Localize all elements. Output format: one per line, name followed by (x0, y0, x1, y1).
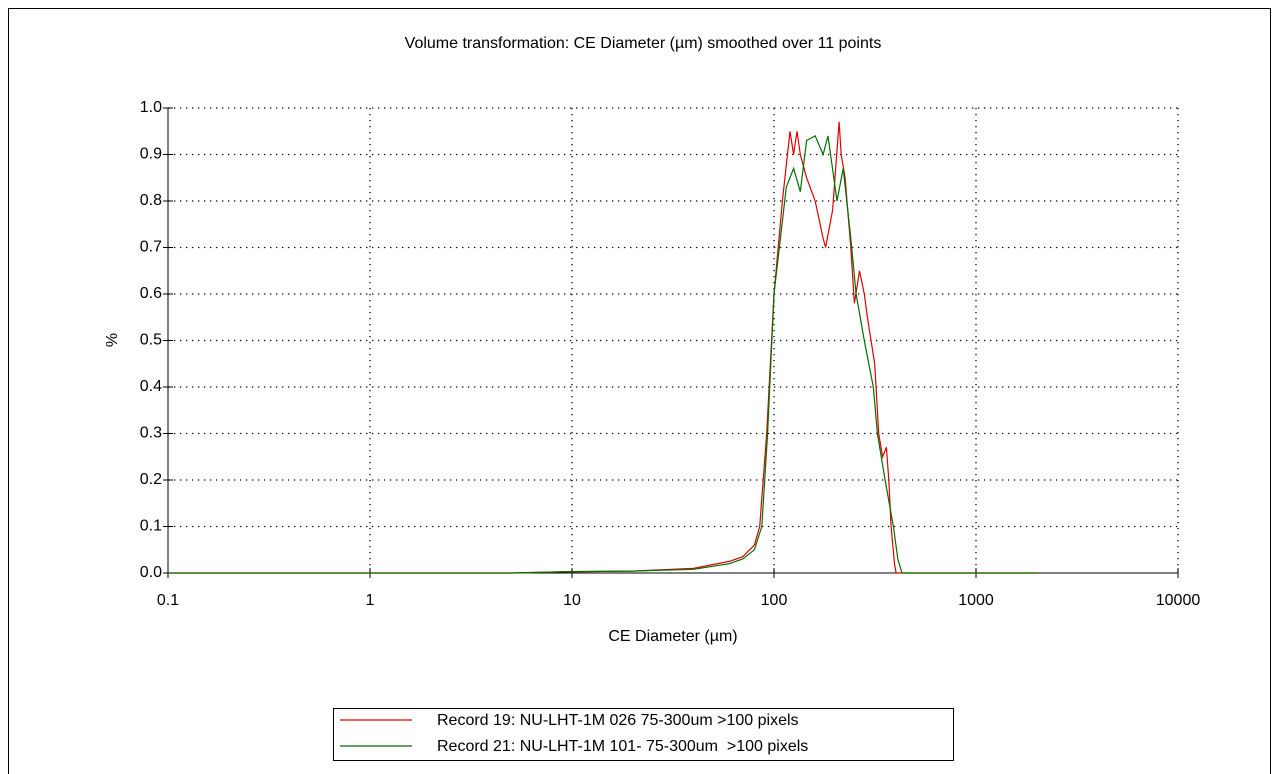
y-tick-label: 0.4 (140, 378, 162, 395)
frame (8, 8, 1271, 774)
legend-label: Record 21: NU-LHT-1M 101- 75-300um >100 … (437, 738, 808, 755)
y-tick-label: 0.3 (140, 425, 162, 442)
y-tick-label: 1.0 (140, 99, 162, 116)
x-tick-label: 1000 (958, 592, 994, 609)
y-tick-label: 0.6 (140, 285, 162, 302)
x-tick-label: 10 (563, 592, 581, 609)
y-tick-label: 0.2 (140, 471, 162, 488)
series-line (168, 121, 1037, 574)
y-tick-label: 0.7 (140, 239, 162, 256)
y-tick-label: 0.9 (140, 146, 162, 163)
y-axis-label: % (104, 333, 121, 347)
chart-title: Volume transformation: CE Diameter (µm) … (405, 35, 882, 52)
x-axis-label: CE Diameter (µm) (608, 628, 737, 645)
y-tick-label: 0.0 (140, 564, 162, 581)
x-tick-label: 100 (761, 592, 788, 609)
series-line (168, 135, 1037, 574)
legend-label: Record 19: NU-LHT-1M 026 75-300um >100 p… (437, 712, 799, 729)
y-tick-label: 0.5 (140, 332, 162, 349)
y-tick-label: 0.1 (140, 518, 162, 535)
legend (333, 708, 954, 761)
x-tick-label: 10000 (1156, 592, 1201, 609)
y-tick-label: 0.8 (140, 192, 162, 209)
x-tick-label: 1 (366, 592, 375, 609)
x-tick-label: 0.1 (157, 592, 179, 609)
